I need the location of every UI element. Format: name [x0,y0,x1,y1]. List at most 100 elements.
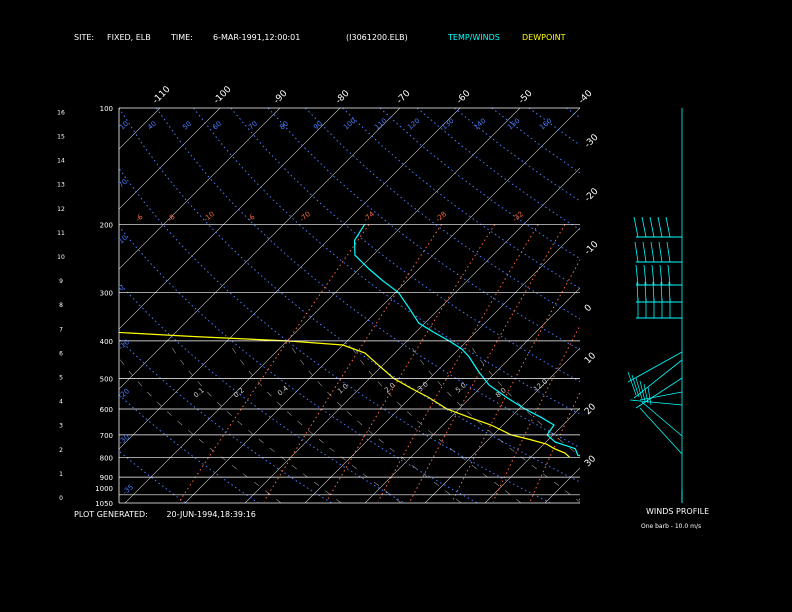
dry-adiabat-label: 100 [342,117,357,132]
mixing-ratio-line [263,224,442,502]
wind-barb-tick [634,241,639,263]
height-tick-label: 15 [57,134,65,141]
right-temp-label: 0 [583,303,594,314]
wind-barb-tick [658,241,663,263]
isotherm-line [0,108,100,503]
wind-barb-shaft [641,401,683,437]
pressure-label: 400 [100,338,113,346]
wind-barb-tick [639,380,646,402]
wind-barb-tick [651,264,655,286]
moist-adiabat-line [119,357,282,503]
wind-barb-tick [631,374,640,398]
height-tick-label: 12 [57,206,65,213]
time-value: 6-MAR-1991,12:00:01 [213,33,301,42]
wind-barb-tick [643,264,647,286]
right-temp-label: -10 [583,239,601,257]
isotherm-line [119,108,221,210]
mixing-ratio-label: -6 [134,213,145,224]
isotherm-line [119,108,461,450]
right-temp-label: 30 [583,454,598,469]
mixing-ratio-line [578,497,580,502]
isotherm-line [119,108,341,330]
mixing-ratio-line [178,224,370,502]
mixing-ratio-label: -28 [434,210,448,223]
dry-adiabat-line [119,338,332,503]
mixing-ratio-label: -6 [246,213,257,224]
isotherm-line [184,108,580,503]
isotherm-line [665,108,792,503]
wind-barb-tick [665,216,671,238]
isotherm-line [484,407,580,503]
pressure-label: 900 [100,474,113,482]
pressure-label: 100 [100,105,113,113]
wind-barb-tick [635,377,643,400]
dry-adiabat-line [119,282,405,503]
wind-barb-tick [635,264,639,286]
pressure-label: 700 [100,432,113,440]
isotherm-line [119,108,161,150]
isotherm-line [119,108,401,390]
dry-adiabat-label: 60 [211,120,223,132]
moist-adiabat-line [347,340,522,503]
moist-adiabat-line [227,340,402,503]
dewpoint-profile-line [119,331,571,458]
top-temp-label: -60 [455,88,473,106]
mixing-ratio-line [377,224,539,502]
moist-adiabat-label: 2.0 [383,381,397,394]
top-temp-label: -90 [272,88,290,106]
isotherm-line [785,108,792,503]
height-tick-label: 2 [59,447,63,454]
isotherm-line [544,467,580,503]
wind-barb-tick [650,241,655,263]
pressure-label: 500 [100,375,113,383]
isotherm-line [124,108,521,503]
height-tick-label: 6 [59,350,63,357]
right-temp-label: -30 [583,132,601,150]
wind-barb-tick [649,216,655,238]
pressure-label: 1000 [95,485,113,493]
height-tick-label: 16 [57,109,65,116]
height-tick-label: 14 [57,158,65,165]
winds-profile-label: WINDS PROFILE [646,507,710,516]
wind-barb-tick [647,386,652,406]
mixing-ratio-line [492,324,580,502]
wind-barb-tick [657,216,663,238]
dry-adiabat-line [119,394,259,503]
top-temp-label: -80 [334,88,352,106]
dry-adiabat-line [603,108,792,503]
dry-adiabat-line [119,108,580,483]
mixing-ratio-label: -8 [166,213,176,224]
pressure-label: 1050 [95,500,113,508]
isotherm-line [0,108,40,503]
mixing-ratio-label: -10 [202,210,216,223]
dry-adiabat-line [119,450,186,503]
wind-barb-tick [666,241,671,263]
dry-adiabat-line [641,108,792,503]
mixing-ratio-line [529,391,580,502]
dry-adiabat-line [715,108,792,503]
dry-adiabat-line [416,108,580,231]
top-temp-label: -100 [212,84,234,106]
dry-adiabat-line [491,108,580,174]
dry-adiabat-line [267,108,580,351]
dry-adiabat-left-label: 70 [117,178,129,190]
moist-adiabat-label: 0.4 [276,384,290,398]
dry-adiabat-line [119,225,478,503]
moist-adiabat-line [287,340,462,503]
right-temp-label: -20 [583,186,601,204]
time-label: TIME: [171,33,193,42]
dry-adiabat-line [454,108,580,202]
wind-barb-tick [633,216,639,238]
right-temp-label: 20 [583,402,598,417]
wind-barb-shaft [633,359,683,399]
dry-adiabat-label: 50 [181,120,193,132]
height-tick-label: 1 [59,471,63,478]
plot-area [0,108,792,503]
moist-adiabat-label: 5.0 [454,381,468,394]
dry-adiabat-line [230,108,580,383]
site-label: SITE: [74,33,95,42]
height-tick-label: 11 [57,230,65,237]
top-temp-label: -50 [517,88,535,106]
dry-adiabat-label: 80 [278,120,290,132]
